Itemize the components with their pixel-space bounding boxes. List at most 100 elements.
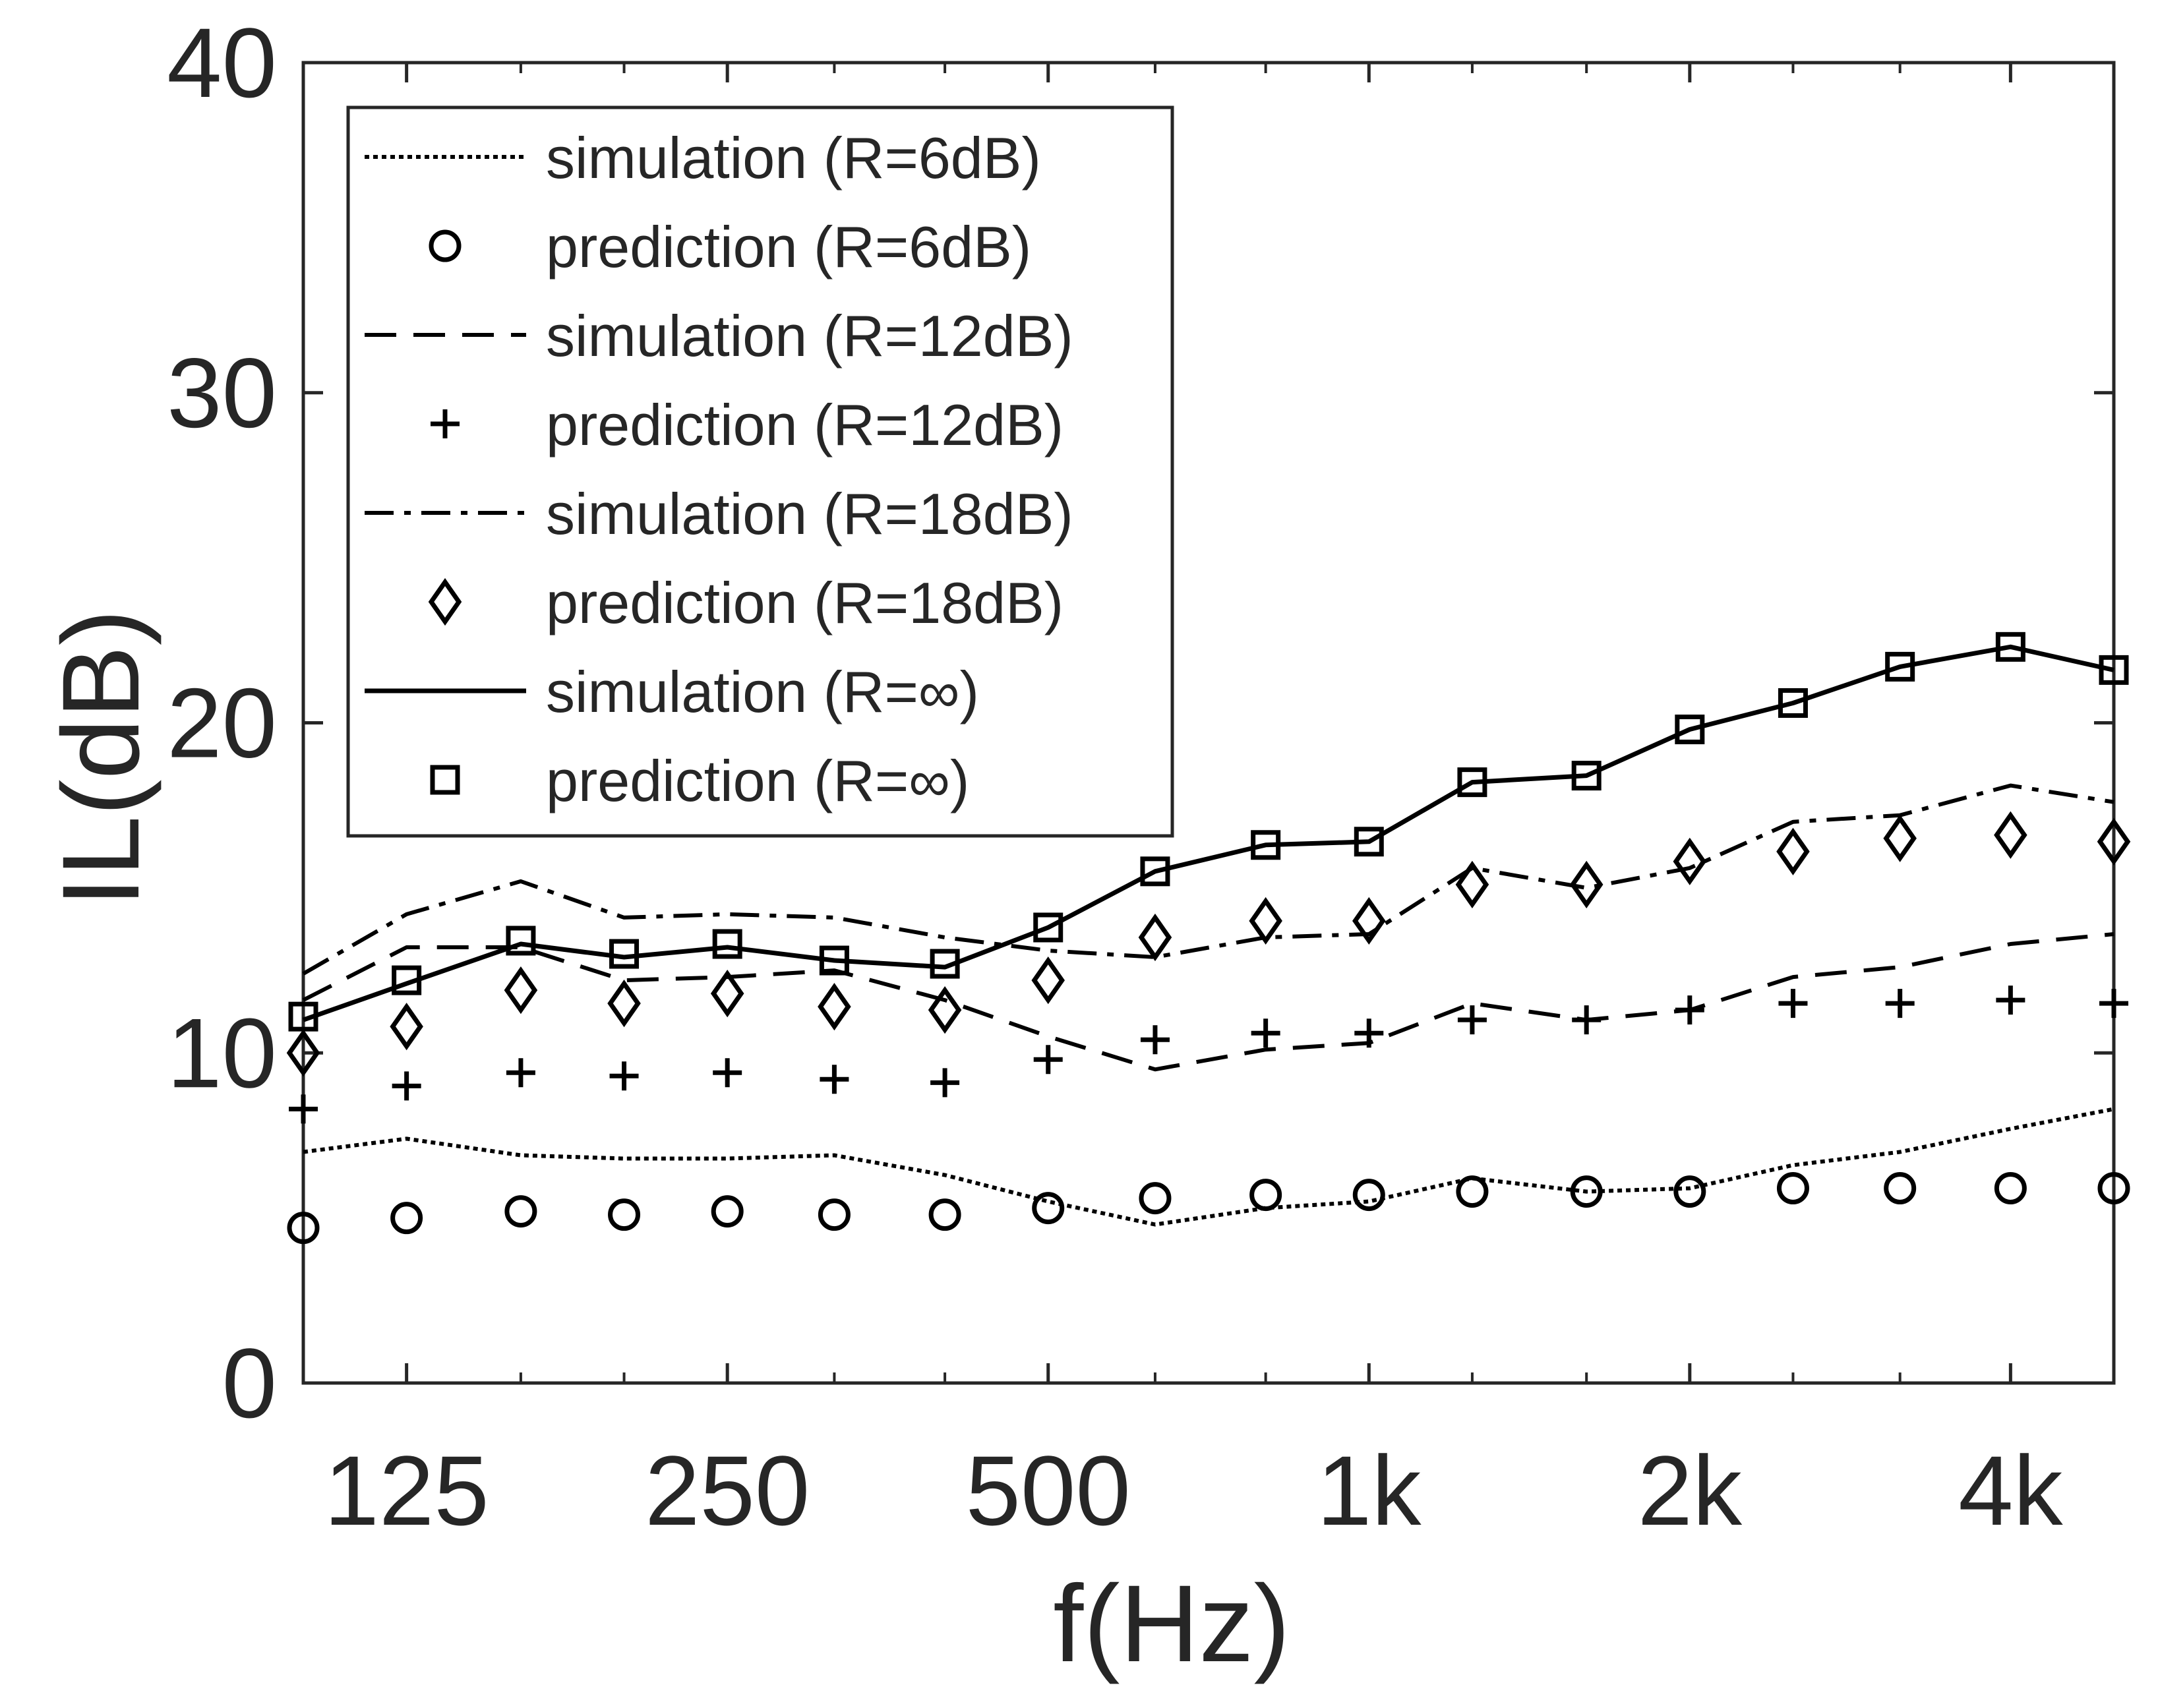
data-point	[818, 1198, 851, 1231]
y-tick-label: 0	[222, 1328, 277, 1438]
data-point	[1673, 837, 1707, 885]
data-point	[1994, 811, 2027, 859]
data-point	[1675, 715, 1705, 745]
series-line	[302, 783, 2114, 976]
series-2	[287, 1172, 2130, 1245]
legend-entry: prediction (R=18dB)	[428, 570, 1064, 635]
legend-label: prediction (R=∞)	[546, 748, 969, 813]
legend: simulation (R=6dB) prediction (R=6dB) simu…	[346, 105, 1174, 838]
series-3	[302, 932, 2114, 1072]
x-tick-label: 4k	[1958, 1435, 2063, 1546]
series-7	[302, 644, 2114, 1022]
data-point	[506, 1058, 535, 1088]
data-point	[1778, 688, 1808, 718]
legend-label: simulation (R=12dB)	[546, 303, 1073, 368]
data-point	[1883, 814, 1917, 862]
legend-label: prediction (R=18dB)	[546, 570, 1064, 635]
data-point	[1776, 827, 1810, 875]
legend-entry: prediction (R=12dB)	[431, 392, 1064, 457]
y-tick-label: 40	[167, 7, 277, 118]
x-axis-label: f(Hz)	[1053, 1563, 1290, 1685]
data-point	[1995, 632, 2025, 662]
data-point	[390, 1003, 423, 1051]
data-point	[1140, 856, 1170, 887]
data-point	[930, 949, 960, 979]
data-point	[1778, 989, 1808, 1018]
data-point	[1138, 913, 1172, 962]
data-point	[506, 926, 536, 956]
series-4	[289, 986, 2128, 1124]
data-point	[1884, 1172, 1917, 1205]
data-point	[1457, 1005, 1487, 1035]
legend-entry: simulation (R=18dB)	[365, 481, 1073, 546]
series-8	[288, 632, 2129, 1032]
y-tick-label: 10	[167, 997, 277, 1108]
data-point	[2099, 655, 2129, 685]
data-point	[504, 1195, 537, 1228]
x-tick-label: 250	[645, 1435, 810, 1546]
series-layer	[286, 632, 2131, 1245]
legend-entry: simulation (R=6dB)	[365, 125, 1041, 191]
legend-label: prediction (R=6dB)	[546, 214, 1031, 280]
data-point	[1352, 1179, 1385, 1212]
series-5	[302, 783, 2114, 976]
data-point	[1776, 1172, 1809, 1205]
legend-entry: simulation (R=12dB)	[365, 303, 1073, 368]
data-point	[1251, 1018, 1280, 1048]
y-tick-label: 20	[167, 668, 277, 779]
data-point	[713, 1058, 742, 1088]
x-tick-label: 1k	[1317, 1435, 1422, 1546]
data-point	[1251, 830, 1281, 860]
data-point	[819, 945, 849, 976]
legend-marker-sample	[429, 229, 462, 262]
legend-entry: simulation (R=∞)	[365, 659, 979, 724]
data-point	[609, 939, 640, 969]
data-point	[609, 1061, 639, 1091]
data-point	[607, 980, 641, 1028]
data-point	[390, 1202, 423, 1235]
x-tick-label: 125	[324, 1435, 489, 1546]
data-point	[1675, 995, 1704, 1025]
data-point	[1033, 912, 1064, 943]
data-point	[2099, 989, 2128, 1018]
data-point	[1455, 860, 1489, 908]
data-point	[1570, 1175, 1603, 1208]
data-point	[1249, 1179, 1282, 1212]
legend-label: simulation (R=6dB)	[546, 125, 1041, 191]
data-point	[1249, 897, 1282, 945]
data-point	[287, 1212, 320, 1245]
axes: 0 10 20 30 40 125 250 500 1k 2k 4k	[167, 7, 2116, 1546]
legend-label: simulation (R=∞)	[546, 659, 979, 724]
data-point	[820, 1065, 849, 1094]
data-point	[1354, 827, 1384, 857]
x-tick-label: 2k	[1638, 1435, 1743, 1546]
legend-entry: prediction (R=6dB)	[429, 214, 1031, 280]
legend-box	[346, 105, 1174, 838]
data-point	[1673, 1175, 1706, 1208]
data-point	[608, 1198, 641, 1231]
data-point	[710, 970, 744, 1018]
series-6	[286, 811, 2131, 1077]
data-point	[289, 1094, 318, 1124]
data-point	[1572, 1005, 1602, 1035]
data-point	[1996, 986, 2025, 1015]
data-point	[286, 1029, 320, 1077]
data-point	[1885, 989, 1915, 1018]
data-point	[504, 966, 538, 1015]
data-point	[1140, 1025, 1170, 1055]
legend-marker-sample	[428, 577, 462, 626]
legend-label: simulation (R=18dB)	[546, 481, 1073, 546]
data-point	[1994, 1172, 2027, 1205]
series-line	[302, 644, 2114, 1022]
series-line	[303, 1107, 2114, 1227]
data-point	[1139, 1182, 1172, 1215]
data-point	[1031, 956, 1065, 1005]
data-point	[2097, 1172, 2130, 1205]
data-point	[711, 1195, 744, 1228]
data-point	[1352, 897, 1386, 945]
legend-marker-sample	[431, 409, 460, 438]
data-point	[1571, 761, 1602, 791]
data-point	[1885, 651, 1915, 682]
series-line	[302, 932, 2114, 1072]
